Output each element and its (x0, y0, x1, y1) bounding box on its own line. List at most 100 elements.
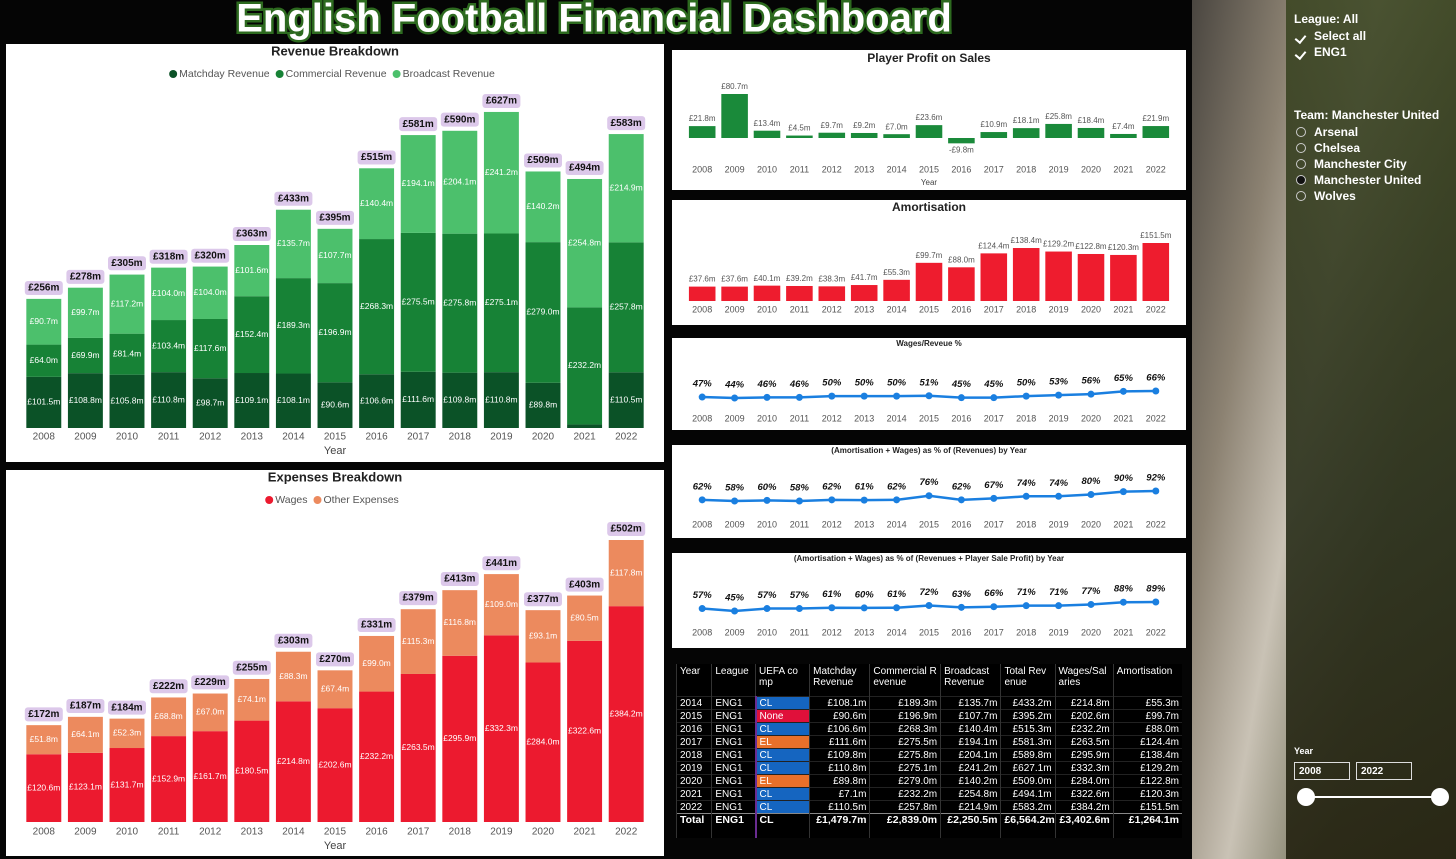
table-cell: £2,250.5m (940, 813, 1001, 838)
data-label: £69.9m (71, 350, 99, 360)
bar-segment (525, 662, 561, 822)
team-option[interactable]: Chelsea (1296, 141, 1360, 155)
table-cell: £90.6m (809, 709, 870, 723)
total-label: £256m (28, 283, 59, 294)
table-cell: £194.1m (940, 735, 1001, 749)
x-tick-label: 2011 (158, 827, 180, 838)
x-tick-label: 2018 (1016, 164, 1036, 174)
x-tick-label: 2021 (1113, 413, 1133, 423)
point (1055, 602, 1063, 610)
point (828, 604, 836, 612)
total-label-box (24, 707, 63, 722)
year-to[interactable]: 2022 (1356, 762, 1412, 780)
total-label: £184m (111, 702, 142, 713)
team-option[interactable]: Manchester United (1296, 173, 1421, 187)
bar-segment (400, 232, 436, 372)
data-label: £109.0m (485, 599, 518, 609)
total-label-box (316, 210, 354, 225)
data-label: £103.4m (152, 340, 185, 350)
total-label: £395m (319, 213, 350, 224)
year-slider-handle[interactable] (1297, 788, 1315, 806)
bar-segment (359, 239, 395, 375)
table-cell: £99.7m (1112, 709, 1182, 723)
table-cell: £1,264.1m (1112, 813, 1182, 838)
x-tick-label: 2012 (822, 519, 842, 529)
panel-background (672, 445, 1186, 538)
total-label-box (440, 112, 479, 127)
year-slider-handle[interactable] (1431, 788, 1449, 806)
x-tick-label: 2016 (365, 827, 388, 838)
x-tick-label: 2012 (822, 627, 842, 637)
data-label: £74.1m (238, 694, 266, 704)
data-table: Year League UEFA comp Matchday Revenue Comme… (675, 664, 1182, 838)
x-tick-label: 2010 (757, 413, 777, 423)
total-label-box (232, 227, 271, 242)
team-slicer-title: Team: Manchester United (1294, 108, 1440, 122)
year-from[interactable]: 2008 (1294, 762, 1350, 780)
data-label: £89.8m (529, 400, 557, 410)
point (795, 393, 803, 401)
data-label: 62% (822, 481, 842, 492)
x-tick-label: 2010 (116, 827, 139, 838)
table-cell: £384.2m (1054, 800, 1114, 814)
bar (1110, 133, 1137, 138)
total-label: £433m (278, 193, 309, 204)
table-cell: 2022 (675, 800, 712, 814)
point (698, 605, 706, 613)
data-label: £18.4m (1078, 116, 1105, 125)
bar-segment (359, 374, 395, 428)
table-cell: £214.9m (940, 800, 1001, 814)
bar-segment (151, 267, 187, 321)
bar-segment (151, 372, 187, 428)
point (828, 392, 836, 400)
x-tick-label: 2009 (725, 627, 745, 637)
table-cell: £138.4m (1112, 748, 1182, 762)
point (731, 607, 739, 615)
data-label: 50% (887, 378, 907, 389)
table-cell: CL (755, 722, 810, 736)
x-tick-label: 2008 (33, 827, 56, 838)
table-row: 2014 ENG1 CL £108.1m £189.3m £135.7m £433.2m £2… (675, 696, 1182, 710)
total-label: £627m (486, 96, 517, 107)
x-tick-label: 2012 (822, 413, 842, 423)
total-label: £377m (527, 594, 558, 605)
x-tick-label: 2020 (1081, 519, 1101, 529)
total-label: £187m (70, 701, 101, 712)
table-cell: £627.1m (1000, 761, 1056, 775)
data-label: £204.1m (443, 176, 476, 186)
x-tick-label: 2018 (449, 432, 472, 443)
bar-segment (109, 718, 145, 749)
data-label: £131.7m (110, 779, 143, 789)
league-option[interactable]: ENG1 (1296, 45, 1347, 59)
data-label: 61% (887, 589, 907, 600)
data-label: £105.8m (110, 396, 143, 406)
x-tick-label: 2021 (573, 827, 596, 838)
bar-segment (442, 130, 478, 234)
table-cell: £140.2m (940, 774, 1001, 788)
total-label-box (66, 698, 105, 713)
x-tick-label: 2020 (532, 432, 555, 443)
data-label: 61% (855, 482, 875, 493)
data-label: 50% (855, 378, 875, 389)
team-option[interactable]: Arsenal (1296, 125, 1358, 139)
table-cell: CL (755, 761, 810, 775)
total-label-box (232, 660, 271, 675)
total-label-box (66, 269, 105, 284)
data-label: 61% (822, 589, 842, 600)
team-option[interactable]: Manchester City (1296, 157, 1407, 171)
total-label: £318m (153, 251, 184, 262)
bar-segment (567, 307, 603, 425)
data-label: £241.2m (485, 167, 518, 177)
chart-panel: (Amortisation + Wages) as % of (Revenues… (672, 445, 1186, 538)
team-option[interactable]: Wolves (1296, 189, 1356, 203)
x-tick-label: 2019 (490, 432, 513, 443)
x-tick-label: 2011 (790, 304, 809, 314)
table-cell: £108.1m (809, 696, 870, 710)
x-tick-label: 2015 (324, 827, 347, 838)
point (1087, 600, 1095, 608)
table-cell: 2016 (675, 722, 712, 736)
league-option[interactable]: Select all (1296, 29, 1366, 43)
table-cell: £107.7m (940, 709, 1001, 723)
x-tick-label: 2018 (1016, 519, 1036, 529)
data-label: 56% (1081, 376, 1101, 387)
